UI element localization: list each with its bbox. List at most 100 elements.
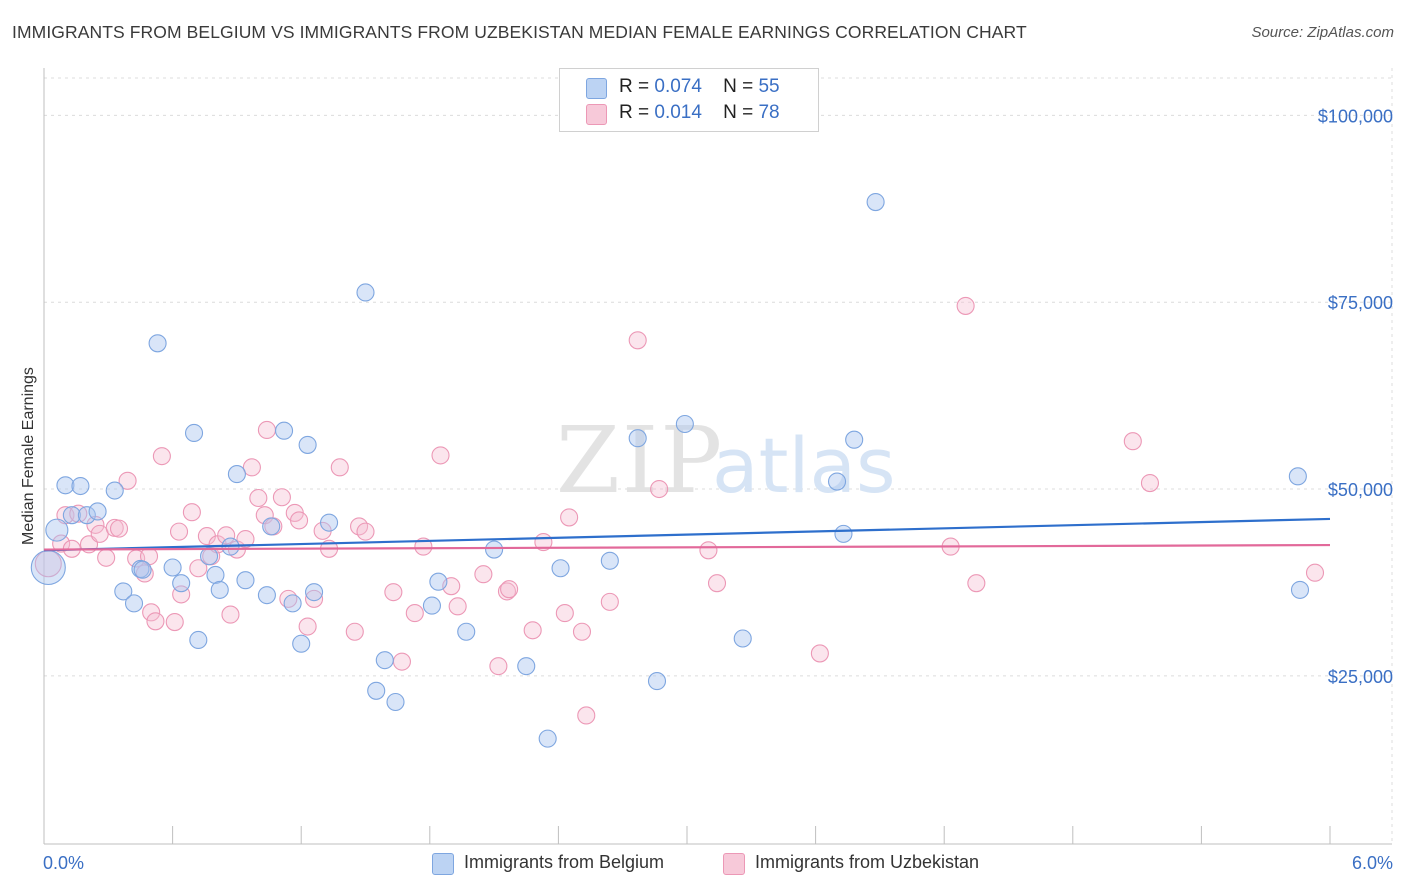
point-uzbekistan bbox=[165, 612, 184, 632]
point-uzbekistan bbox=[257, 420, 276, 440]
point-uzbekistan bbox=[699, 541, 718, 560]
point-belgium bbox=[298, 435, 317, 454]
point-uzbekistan bbox=[169, 522, 189, 541]
point-uzbekistan bbox=[489, 657, 508, 676]
point-uzbekistan bbox=[182, 503, 201, 522]
point-belgium bbox=[375, 651, 394, 670]
point-belgium bbox=[733, 629, 752, 648]
watermark-atlas: atlas bbox=[712, 421, 896, 510]
point-uzbekistan bbox=[628, 331, 647, 350]
point-belgium bbox=[257, 586, 276, 605]
point-uzbekistan bbox=[431, 446, 450, 465]
point-uzbekistan bbox=[146, 612, 165, 631]
point-uzbekistan bbox=[356, 522, 375, 541]
trend-lines bbox=[43, 517, 1331, 552]
point-belgium bbox=[320, 513, 339, 532]
point-uzbekistan bbox=[523, 621, 542, 640]
point-belgium bbox=[206, 565, 225, 585]
series-label-uzbekistan: Immigrants from Uzbekistan bbox=[755, 852, 980, 872]
x-tick-label: 6.0% bbox=[1352, 853, 1393, 873]
point-uzbekistan bbox=[414, 537, 433, 556]
point-belgium bbox=[163, 558, 182, 577]
point-belgium bbox=[305, 583, 324, 602]
point-belgium bbox=[600, 551, 619, 570]
point-belgium bbox=[30, 549, 66, 586]
point-uzbekistan bbox=[1140, 473, 1160, 493]
point-uzbekistan bbox=[52, 534, 71, 553]
point-belgium bbox=[227, 465, 246, 484]
point-belgium bbox=[827, 472, 847, 491]
point-uzbekistan bbox=[405, 604, 424, 623]
point-belgium bbox=[1290, 580, 1310, 599]
point-belgium bbox=[283, 594, 302, 613]
point-belgium bbox=[647, 672, 667, 691]
y-tick-labels: $25,000 $50,000 $75,000 $100,000 bbox=[1318, 106, 1393, 686]
point-belgium bbox=[367, 681, 386, 700]
legend-r-value: 0.014 bbox=[654, 102, 702, 123]
legend-r-label: R = bbox=[619, 102, 650, 123]
legend-n-value: 55 bbox=[758, 76, 780, 97]
point-uzbekistan bbox=[384, 583, 403, 602]
point-belgium bbox=[133, 560, 152, 579]
point-uzbekistan bbox=[600, 592, 619, 611]
point-belgium bbox=[386, 692, 405, 712]
point-uzbekistan bbox=[236, 530, 255, 549]
point-uzbekistan bbox=[118, 471, 137, 490]
point-uzbekistan bbox=[448, 597, 467, 616]
y-tick-label: $100,000 bbox=[1318, 106, 1393, 126]
point-uzbekistan bbox=[330, 458, 349, 477]
point-belgium bbox=[675, 414, 694, 434]
point-belgium bbox=[105, 481, 124, 500]
point-belgium bbox=[45, 518, 69, 542]
series-swatch-belgium bbox=[432, 853, 454, 875]
x-tick-label: 0.0% bbox=[43, 853, 84, 873]
point-belgium bbox=[834, 524, 853, 543]
point-belgium bbox=[236, 571, 255, 590]
point-uzbekistan bbox=[242, 458, 261, 477]
legend-n-label: N = bbox=[723, 102, 754, 123]
series-label-belgium: Immigrants from Belgium bbox=[464, 852, 665, 872]
legend-r-value: 0.074 bbox=[654, 76, 702, 97]
point-uzbekistan bbox=[345, 622, 364, 641]
watermark-zip: ZIP bbox=[556, 407, 724, 514]
point-uzbekistan bbox=[1123, 432, 1142, 451]
point-uzbekistan bbox=[707, 574, 727, 593]
source-credit: Source: ZipAtlas.com bbox=[1251, 24, 1394, 41]
legend-r-label: R = bbox=[619, 76, 650, 97]
point-uzbekistan bbox=[298, 617, 317, 636]
axes bbox=[43, 68, 1392, 845]
point-uzbekistan bbox=[555, 604, 574, 623]
point-belgium bbox=[485, 540, 504, 559]
point-belgium bbox=[538, 729, 557, 748]
point-uzbekistan bbox=[650, 479, 669, 499]
point-uzbekistan bbox=[249, 488, 268, 508]
legend-swatch-belgium bbox=[586, 78, 607, 99]
point-belgium bbox=[71, 476, 90, 496]
point-uzbekistan bbox=[272, 488, 291, 507]
point-belgium bbox=[457, 622, 476, 641]
point-belgium bbox=[210, 580, 229, 599]
point-belgium bbox=[866, 193, 885, 212]
point-belgium bbox=[184, 423, 204, 443]
point-uzbekistan bbox=[305, 589, 324, 608]
trend-line-uzbekistan bbox=[43, 543, 1331, 551]
y-tick-label: $75,000 bbox=[1328, 293, 1393, 313]
y-tick-label: $50,000 bbox=[1328, 480, 1393, 500]
point-uzbekistan bbox=[189, 559, 208, 578]
point-belgium bbox=[199, 547, 219, 566]
point-belgium bbox=[77, 506, 96, 525]
point-uzbekistan bbox=[810, 644, 829, 663]
point-uzbekistan bbox=[1305, 563, 1325, 582]
point-uzbekistan bbox=[142, 603, 161, 622]
y-axis-label: Median Female Earnings bbox=[20, 367, 37, 545]
point-uzbekistan bbox=[956, 296, 975, 315]
point-uzbekistan bbox=[500, 580, 519, 599]
point-belgium bbox=[551, 559, 570, 578]
legend-n-label: N = bbox=[723, 76, 754, 97]
point-belgium bbox=[62, 506, 81, 525]
point-uzbekistan bbox=[560, 508, 579, 527]
point-uzbekistan bbox=[572, 622, 592, 641]
point-uzbekistan bbox=[221, 605, 240, 624]
y-tick-label: $25,000 bbox=[1328, 667, 1393, 687]
